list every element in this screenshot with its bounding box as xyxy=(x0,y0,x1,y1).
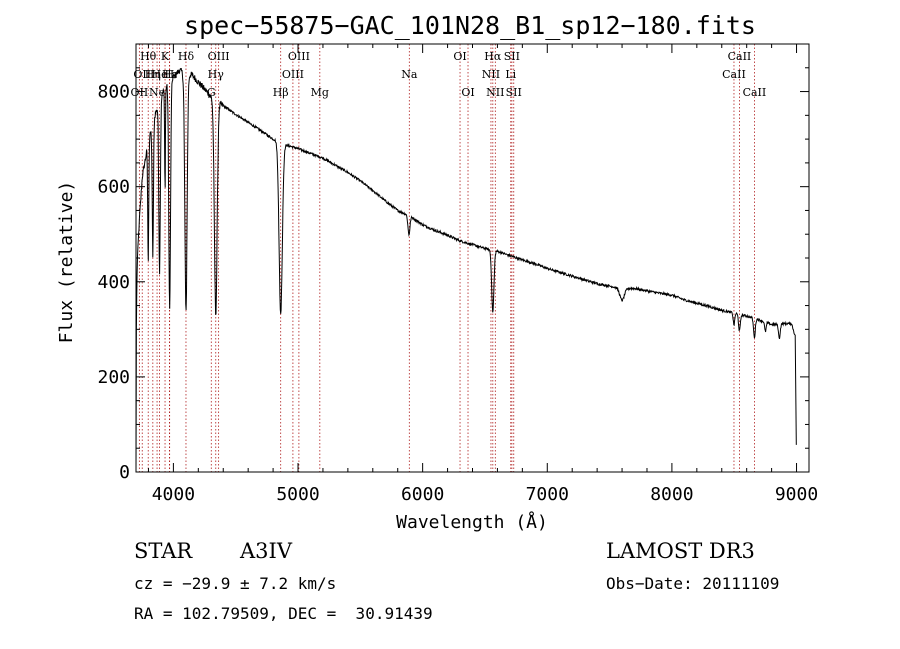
line-marker-label: Hβ xyxy=(273,86,289,99)
coordinates-readout: RA = 102.79509, DEC = 30.91439 xyxy=(134,604,433,623)
y-axis-ticks: 0 200 400 600 800 xyxy=(97,67,809,483)
x-axis-ticks: 4000 5000 6000 7000 8000 9000 xyxy=(147,44,818,505)
line-marker-label: Li xyxy=(505,68,516,81)
line-marker-label: Hγ xyxy=(208,68,225,81)
line-marker-label: Hθ xyxy=(140,50,157,63)
line-markers xyxy=(138,44,755,472)
x-tick-label: 6000 xyxy=(401,484,444,505)
y-axis-label: Flux (relative) xyxy=(56,181,77,344)
line-marker-label: SII xyxy=(506,86,522,99)
line-marker-label: CaII xyxy=(722,68,746,81)
y-tick-label: 400 xyxy=(97,272,130,293)
line-marker-label: K xyxy=(161,50,170,63)
line-marker-label: G xyxy=(207,86,216,99)
observation-date: Obs−Date: 20111109 xyxy=(606,574,780,593)
object-subclass: A3IV xyxy=(240,539,292,563)
line-marker-label: NII xyxy=(482,68,500,81)
line-marker-label: OIII xyxy=(208,50,230,63)
line-marker-label: OIII xyxy=(282,68,304,81)
line-marker-label: Hα xyxy=(484,50,502,63)
x-tick-label: 9000 xyxy=(775,484,818,505)
x-tick-label: 4000 xyxy=(152,484,195,505)
spectrum-line xyxy=(135,67,797,473)
line-marker-label: He xyxy=(152,68,168,81)
x-tick-label: 7000 xyxy=(526,484,569,505)
line-marker-label: OIII xyxy=(288,50,310,63)
x-axis-label: Wavelength (Å) xyxy=(396,511,548,533)
y-tick-label: 200 xyxy=(97,367,130,388)
y-tick-label: 800 xyxy=(97,82,130,103)
y-tick-label: 600 xyxy=(97,177,130,198)
line-marker-label: H xyxy=(165,68,175,81)
line-marker-label: Mg xyxy=(311,86,329,99)
line-marker-label: Hδ xyxy=(178,50,195,63)
line-marker-label: OII xyxy=(131,86,149,99)
line-marker-label: OII xyxy=(133,68,151,81)
line-marker-label: Hε xyxy=(162,68,178,81)
line-marker-label: OI xyxy=(453,50,466,63)
object-class: STAR xyxy=(134,539,193,563)
y-tick-label: 0 xyxy=(119,462,130,483)
line-marker-label: NII xyxy=(486,86,504,99)
line-marker-label: CaII xyxy=(743,86,767,99)
line-marker-label: SII xyxy=(504,50,520,63)
line-marker-label: Hη xyxy=(145,68,161,81)
line-marker-label: Ne xyxy=(149,86,165,99)
plot-frame xyxy=(135,43,810,473)
line-marker-label: CaII xyxy=(728,50,752,63)
x-tick-label: 5000 xyxy=(276,484,319,505)
velocity-readout: cz = −29.9 ± 7.2 km/s xyxy=(134,574,337,593)
line-marker-label: OI xyxy=(461,86,474,99)
chart-title: spec−55875−GAC_101N28_B1_sp12−180.fits xyxy=(184,11,756,40)
survey-name: LAMOST DR3 xyxy=(606,539,755,563)
x-tick-label: 8000 xyxy=(650,484,693,505)
line-marker-label: Na xyxy=(401,68,418,81)
